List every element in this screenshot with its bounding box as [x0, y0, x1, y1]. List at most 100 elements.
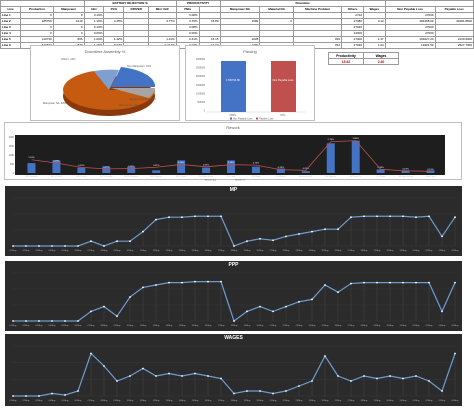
rework-bar	[426, 170, 435, 173]
rework-bar	[102, 166, 111, 173]
pie-title: Downtime Assembly %	[84, 49, 126, 54]
rework-category: SMT Rework	[176, 176, 186, 178]
wages-point	[246, 390, 248, 392]
wages-date-label: 30-May	[387, 400, 394, 402]
ppp-point	[181, 281, 183, 284]
rework-line-label: 0.50%	[78, 165, 84, 167]
wages-point	[51, 392, 53, 395]
pie-label-2: Machine Problem, 28%	[129, 97, 157, 101]
mp-date-label: 02-May	[23, 250, 30, 252]
rework-line-label: 0.70%	[253, 163, 259, 165]
ppp-point	[103, 305, 105, 308]
ppp-date-label: 03-May	[439, 325, 446, 327]
rework-ytick: 0	[13, 172, 15, 175]
pie-label-3: Material NA, 0%	[119, 103, 138, 107]
rework-bar	[326, 143, 335, 173]
rework-line-label: 0.24%	[303, 168, 309, 170]
ppp-point	[337, 291, 339, 294]
table-body: Line 1 0 0 0.19% 0.08% 2740 27000 Line 2 185750 1…	[0, 12, 474, 49]
ppp-point	[220, 280, 222, 283]
mp-point	[116, 240, 118, 243]
wages-date-label: 31-May	[400, 400, 407, 402]
wages-point	[38, 395, 40, 397]
ppp-date-label: 03-May	[36, 325, 43, 327]
rework-bar	[401, 170, 410, 173]
ppp-point	[454, 281, 456, 284]
rework-category: SMT Placement	[100, 175, 113, 178]
pie-slice-non-manpower	[111, 67, 156, 87]
pie-slice-others	[94, 69, 119, 90]
parking-x-label-2: PPL	[281, 113, 286, 117]
mp-date-label: 14-May	[179, 250, 186, 252]
mp-date-label: 30-May	[387, 250, 394, 252]
mp-date-label: 20-May	[257, 250, 264, 252]
wages-point	[441, 390, 443, 392]
mp-point	[337, 228, 339, 231]
wages-point	[311, 380, 313, 382]
rework-bar	[177, 160, 186, 173]
parking-title: Parking	[243, 49, 257, 54]
mp-date-label: 11-May	[140, 250, 147, 252]
mp-point	[376, 215, 378, 218]
ppp-point	[64, 320, 66, 322]
rework-category: Glue Sign Marking	[398, 176, 413, 178]
ppp-point	[246, 310, 248, 313]
parking-ytick: 1000000	[196, 93, 206, 95]
ppp-chart: 01-May 02-May 03-May 04-May 05-May 06-May 07-M…	[10, 272, 458, 327]
mp-point	[25, 245, 27, 247]
mp-date-label: 10-May	[127, 250, 134, 252]
parking-legend-0: Non Payable Loss	[233, 118, 253, 121]
parking-ytick: 2000000	[196, 76, 206, 78]
rework-ytick: 1500	[9, 145, 15, 148]
table-column-header: Line Production Manpower Hitz PCG DRIVER Mini …	[0, 6, 474, 13]
wages-point	[116, 380, 118, 382]
rework-line-label: 0.37%	[103, 166, 109, 168]
rework-category: SMT Soldering	[150, 176, 162, 178]
downtime-pie-panel: Downtime Assembly % Non Manpower, 10% Ot…	[30, 45, 180, 121]
ppp-date-label: 21-May	[270, 325, 277, 327]
rework-ytick: 500	[10, 163, 15, 166]
ppp-date-label: 31-May	[400, 325, 407, 327]
ppp-point	[389, 281, 391, 284]
wages-line	[13, 352, 456, 397]
rework-line-label: 0.89%	[53, 160, 59, 162]
mp-point	[103, 245, 105, 247]
parking-bar1-value: 1700764.80	[226, 78, 240, 82]
wages-point	[454, 352, 456, 355]
wages-date-label: 04-May	[49, 400, 56, 402]
wages-panel: WAGES 01-May 02-May 03-May 04-May 05-May 06-M…	[5, 334, 462, 406]
mp-date-label: 06-May	[75, 250, 82, 252]
ppp-point	[402, 281, 404, 284]
wages-date-label: 12-May	[153, 400, 160, 402]
mp-date-label: 05-May	[62, 250, 69, 252]
mp-point	[246, 240, 248, 243]
wages-point	[389, 375, 391, 377]
legend-swatch-pl	[256, 117, 258, 120]
mp-point	[311, 230, 313, 233]
table-cell: 1.04	[363, 42, 386, 49]
mp-date-label: 03-May	[36, 250, 43, 252]
mp-point	[441, 235, 443, 238]
rework-line-label: 2.78%	[328, 139, 334, 141]
wages-point	[298, 385, 300, 387]
ppp-line	[13, 281, 456, 322]
rework-bar	[251, 166, 260, 173]
rework-line-label: 0.15%	[427, 169, 433, 171]
rework-category: MP Recheck	[326, 176, 336, 178]
ppp-point	[207, 280, 209, 283]
mp-point	[324, 228, 326, 231]
wages-date-label: 11-May	[140, 400, 147, 402]
ppp-date-label: 20-May	[257, 325, 264, 327]
kpi-wages-value: 2.40	[363, 58, 399, 65]
wages-point	[337, 375, 339, 377]
wages-date-label: 22-May	[283, 400, 290, 402]
wages-point	[350, 380, 352, 382]
mp-point	[38, 245, 40, 247]
ppp-title: PPP	[228, 262, 239, 268]
rework-category: SMT PCB NG	[51, 176, 63, 178]
rework-category: PCB Repair	[251, 176, 261, 178]
wages-point	[272, 392, 274, 395]
rework-line	[31, 140, 431, 172]
parking-legend-1: Payable Loss	[259, 118, 274, 121]
wages-point	[181, 375, 183, 377]
